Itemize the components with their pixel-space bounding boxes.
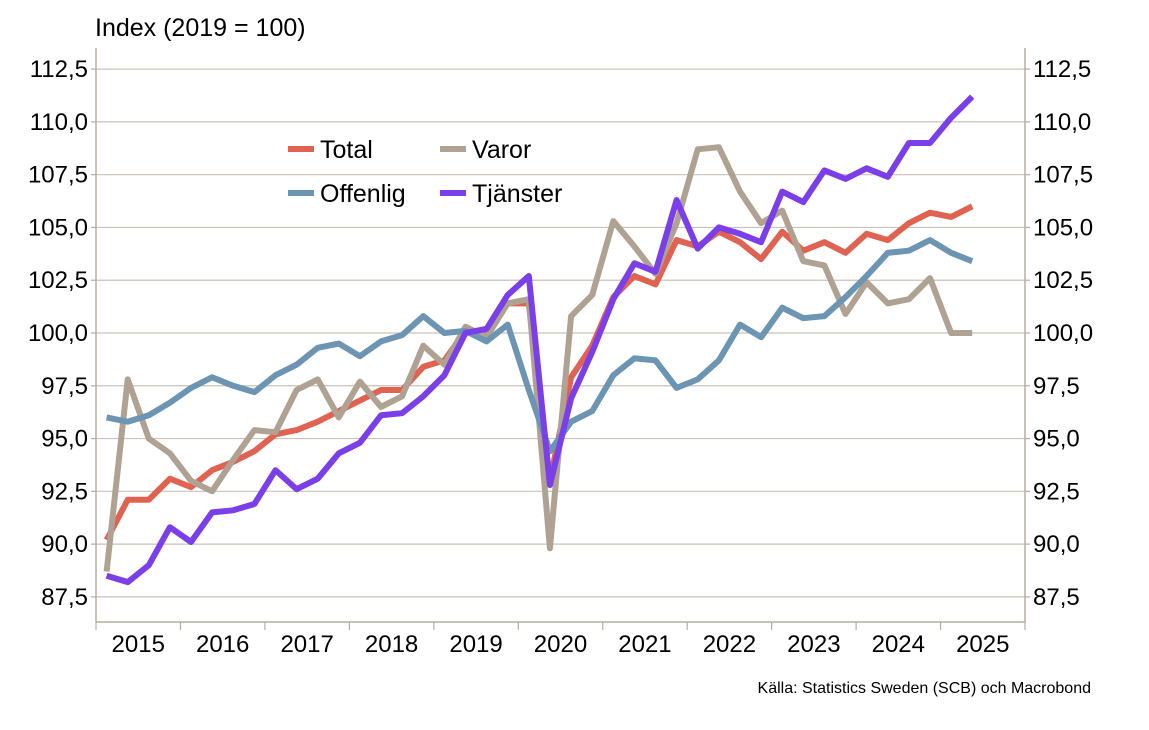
x-tick-label: 2024 bbox=[872, 631, 925, 658]
series-lines bbox=[103, 94, 975, 586]
legend: Total Varor Offenlig Tjänster bbox=[288, 136, 562, 208]
y-tick-label-right: 102,5 bbox=[1033, 267, 1093, 294]
y-tick-label-left: 97,5 bbox=[41, 373, 88, 400]
x-tick-label: 2016 bbox=[196, 631, 249, 658]
y-tick-label-left: 92,5 bbox=[41, 478, 88, 505]
y-tick-label-right: 107,5 bbox=[1033, 162, 1093, 189]
axes bbox=[91, 48, 1030, 630]
y-tick-label-right: 105,0 bbox=[1033, 214, 1093, 241]
y-tick-label-right: 100,0 bbox=[1033, 320, 1093, 347]
y-tick-labels: 87,5 87,5 90,0 90,0 92,5 92,5 95,0 95,0 97,5 97,5… bbox=[28, 56, 1093, 611]
y-tick-label-left: 95,0 bbox=[41, 426, 88, 453]
legend-label-total: Total bbox=[320, 136, 373, 164]
y-tick-label-right: 92,5 bbox=[1033, 478, 1080, 505]
series-line-tjänster bbox=[105, 94, 975, 586]
y-tick-label-left: 110,0 bbox=[30, 109, 88, 136]
y-tick-label-left: 112,5 bbox=[30, 56, 88, 83]
x-tick-label: 2025 bbox=[956, 631, 1009, 658]
series-line-offenlig bbox=[106, 237, 974, 455]
x-tick-label: 2017 bbox=[280, 631, 333, 658]
y-tick-label-left: 90,0 bbox=[41, 531, 88, 558]
y-tick-label-left: 100,0 bbox=[28, 320, 88, 347]
y-tick-label-right: 87,5 bbox=[1033, 584, 1080, 611]
legend-label-tjänster: Tjänster bbox=[472, 180, 562, 208]
x-tick-labels: 2015 2016 2017 2018 2019 2020 2021 2022 2023 2024… bbox=[112, 631, 1010, 658]
x-tick-label: 2015 bbox=[112, 631, 165, 658]
x-tick-label: 2023 bbox=[787, 631, 840, 658]
y-tick-label-left: 107,5 bbox=[28, 162, 88, 189]
x-tick-label: 2018 bbox=[365, 631, 418, 658]
x-tick-label: 2021 bbox=[618, 631, 671, 658]
x-tick-label: 2022 bbox=[703, 631, 756, 658]
y-tick-label-right: 97,5 bbox=[1033, 373, 1080, 400]
y-tick-label-left: 105,0 bbox=[28, 214, 88, 241]
y-tick-label-right: 112,5 bbox=[1033, 56, 1091, 83]
source-note: Källa: Statistics Sweden (SCB) och Macro… bbox=[757, 680, 1091, 697]
x-tick-label: 2020 bbox=[534, 631, 587, 658]
y-tick-label-left: 102,5 bbox=[28, 267, 88, 294]
legend-label-varor: Varor bbox=[472, 136, 531, 164]
x-tick-label: 2019 bbox=[449, 631, 502, 658]
y-tick-label-right: 110,0 bbox=[1033, 109, 1091, 136]
legend-label-offenlig: Offenlig bbox=[320, 180, 406, 208]
y-tick-label-right: 95,0 bbox=[1033, 426, 1080, 453]
y-axis-unit-label: Index (2019 = 100) bbox=[95, 14, 306, 42]
y-tick-label-left: 87,5 bbox=[41, 584, 88, 611]
gridlines bbox=[96, 68, 1025, 598]
y-tick-label-right: 90,0 bbox=[1033, 531, 1080, 558]
